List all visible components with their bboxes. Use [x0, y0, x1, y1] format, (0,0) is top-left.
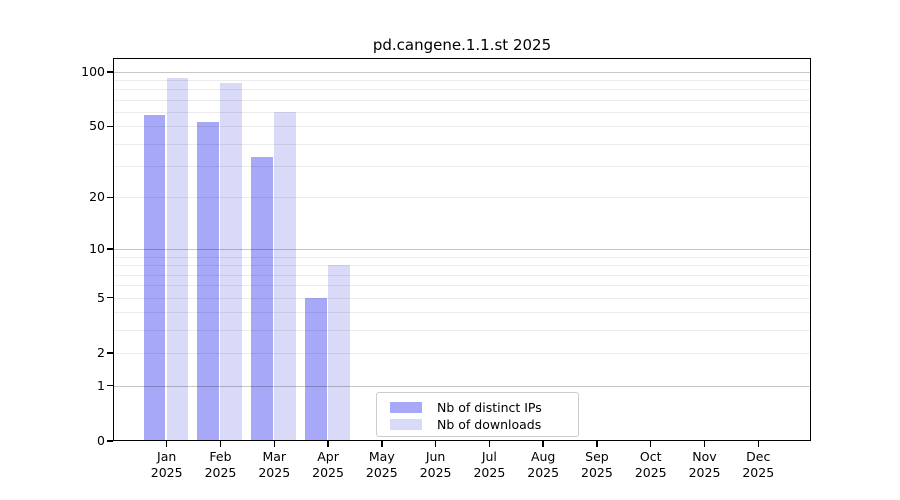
- x-tick-year-jun: 2025: [419, 465, 452, 480]
- x-tick-month-sep: Sep: [585, 449, 609, 464]
- x-tick-label-dec: Dec 2025: [726, 449, 790, 481]
- x-tick-year-jan: 2025: [150, 465, 183, 480]
- gridline-minor-9: [113, 256, 811, 258]
- bar-jan-distinct-ips: [143, 114, 166, 441]
- y-tick-10: [107, 248, 113, 250]
- y-tick-1: [107, 384, 113, 387]
- y-tick-label-5: 5: [97, 289, 105, 305]
- x-tick-year-feb: 2025: [204, 465, 237, 480]
- x-tick-year-aug: 2025: [527, 465, 560, 480]
- x-tick-label-jul: Jul 2025: [457, 449, 521, 481]
- x-tick-label-mar: Mar 2025: [242, 449, 306, 481]
- gridline-major-1: [113, 385, 811, 387]
- y-tick-100: [107, 71, 113, 73]
- x-tick-may: [381, 441, 383, 447]
- bar-jan-downloads: [166, 78, 189, 441]
- x-tick-year-jul: 2025: [473, 465, 506, 480]
- x-tick-month-jul: Jul: [481, 449, 497, 464]
- x-tick-jun: [434, 441, 437, 447]
- x-tick-month-oct: Oct: [639, 449, 662, 464]
- y-tick-label-0: 0: [97, 433, 105, 448]
- x-tick-month-aug: Aug: [530, 449, 556, 464]
- gridline-minor-20: [113, 197, 811, 199]
- gridline-minor-40: [113, 143, 811, 145]
- gridline-minor-70: [113, 99, 811, 101]
- x-tick-dec: [757, 441, 760, 447]
- x-tick-label-apr: Apr 2025: [296, 449, 360, 481]
- y-tick-0: [107, 440, 113, 442]
- chart-title: pd.cangene.1.1.st 2025: [372, 36, 552, 54]
- gridline-major-10: [113, 249, 811, 251]
- gridline-minor-4: [113, 312, 811, 314]
- x-tick-feb: [219, 441, 222, 447]
- x-tick-year-may: 2025: [365, 465, 398, 480]
- x-tick-label-sep: Sep 2025: [565, 449, 629, 481]
- x-tick-year-oct: 2025: [634, 465, 667, 480]
- x-tick-label-feb: Feb 2025: [188, 449, 252, 481]
- x-tick-label-may: May 2025: [350, 449, 414, 481]
- y-tick-label-10: 10: [89, 241, 105, 257]
- x-tick-year-nov: 2025: [688, 465, 721, 480]
- x-tick-month-jan: Jan: [157, 449, 177, 464]
- y-tick-2: [107, 352, 113, 354]
- x-tick-label-jan: Jan 2025: [135, 449, 199, 481]
- x-tick-year-apr: 2025: [312, 465, 344, 480]
- gridline-minor-5: [113, 297, 811, 299]
- x-tick-jul: [488, 441, 491, 447]
- x-tick-label-aug: Aug 2025: [511, 449, 575, 481]
- gridline-minor-2: [113, 353, 811, 355]
- bar-feb-distinct-ips: [197, 121, 219, 441]
- gridline-minor-50: [113, 126, 811, 128]
- gridline-major-100: [113, 71, 811, 73]
- x-tick-month-mar: Mar: [262, 449, 287, 464]
- gridline-minor-30: [113, 166, 811, 168]
- gridline-minor-7: [113, 274, 811, 276]
- gridline-minor-8: [113, 265, 811, 267]
- x-tick-month-dec: Dec: [746, 449, 771, 464]
- gridline-minor-3: [113, 330, 811, 332]
- bar-apr-distinct-ips: [305, 297, 327, 441]
- x-tick-mar: [273, 441, 275, 447]
- x-tick-oct: [649, 441, 652, 447]
- x-tick-year-dec: 2025: [742, 465, 775, 480]
- bar-apr-downloads: [328, 265, 350, 441]
- gridline-minor-60: [113, 112, 811, 114]
- y-tick-50: [107, 125, 113, 128]
- bar-mar-downloads: [274, 112, 296, 441]
- gridlines-layer: [113, 58, 811, 441]
- y-tick-label-50: 50: [89, 118, 105, 134]
- bars-layer: [113, 58, 811, 441]
- y-tick-label-100: 100: [81, 63, 105, 79]
- bar-mar-distinct-ips: [251, 156, 273, 441]
- gridline-minor-80: [113, 89, 811, 91]
- x-tick-month-feb: Feb: [209, 449, 232, 464]
- bar-feb-downloads: [220, 82, 242, 441]
- y-tick-label-20: 20: [89, 189, 105, 205]
- y-tick-5: [107, 296, 113, 299]
- x-tick-year-sep: 2025: [581, 465, 613, 480]
- x-tick-sep: [596, 441, 598, 447]
- x-tick-nov: [703, 441, 706, 447]
- x-tick-month-nov: Nov: [692, 449, 717, 464]
- x-tick-label-nov: Nov 2025: [673, 449, 737, 481]
- gridline-minor-90: [113, 80, 811, 82]
- x-tick-label-jun: Jun 2025: [404, 449, 468, 481]
- x-tick-jan: [165, 441, 168, 447]
- x-tick-aug: [542, 441, 544, 447]
- x-tick-label-oct: Oct 2025: [619, 449, 683, 481]
- x-tick-year-mar: 2025: [258, 465, 291, 480]
- x-tick-month-apr: Apr: [317, 449, 339, 464]
- y-tick-label-1: 1: [97, 377, 105, 393]
- x-tick-month-may: May: [368, 449, 395, 464]
- y-tick-label-2: 2: [97, 345, 105, 361]
- x-tick-month-jun: Jun: [425, 449, 446, 464]
- gridline-minor-6: [113, 285, 811, 287]
- y-tick-20: [107, 196, 113, 199]
- x-tick-apr: [327, 441, 329, 447]
